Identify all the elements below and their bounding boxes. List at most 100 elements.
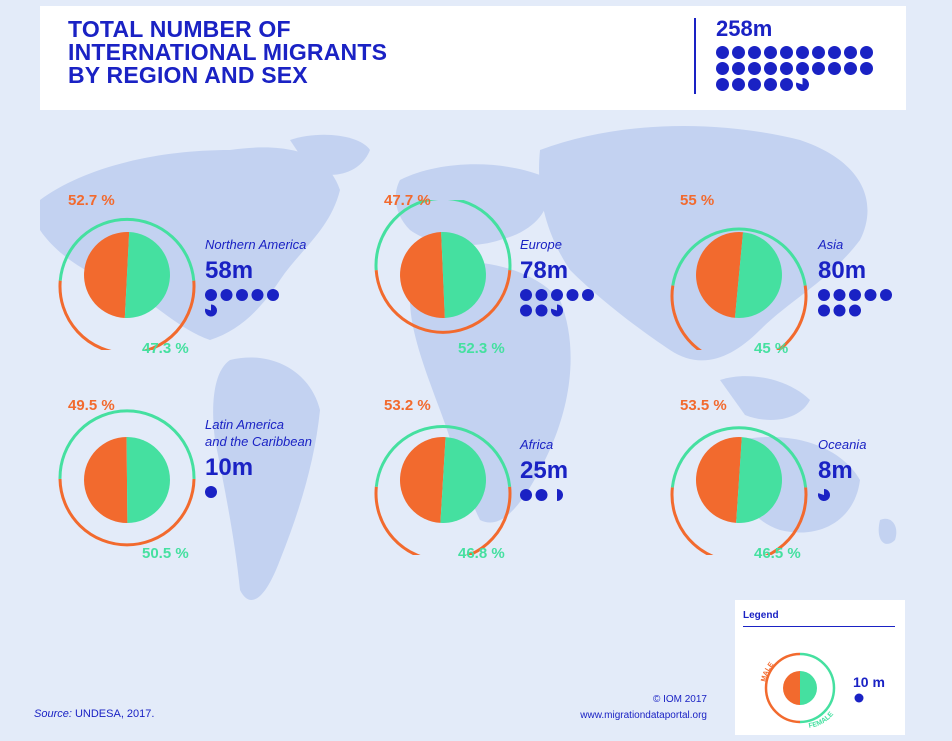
migrant-dot [535,489,548,501]
partial-migrant-dot [557,489,563,501]
male-share [696,232,744,318]
migrant-dot [748,78,761,91]
legend-donut: MALE FEMALE [760,652,835,730]
female-percentage: 46.5 % [754,545,801,562]
male-ring [374,486,512,555]
total-value: 258m [716,16,773,41]
migrant-dot [844,46,857,59]
migrant-dot [864,289,877,301]
migrant-dot [716,78,729,91]
migrant-dot [732,62,745,75]
migrant-dot [764,46,777,59]
region-dot-grid [818,289,892,317]
migrant-dot [828,62,841,75]
migrant-dot [780,62,793,75]
total-dot-grid [716,46,873,91]
female-ring [374,200,512,271]
region-donut [58,409,196,547]
region-name: Latin America and the Caribbean [205,417,312,449]
migrant-dot [205,486,217,498]
migrant-dot [796,46,809,59]
female-share [734,232,782,318]
migrant-dot [716,62,729,75]
female-share [441,232,486,318]
migrant-dot [732,46,745,59]
migrant-dot [520,489,532,501]
migrant-dot [732,78,745,91]
region-total: 80m [818,257,867,284]
region-total: 8m [818,457,853,484]
migrant-dot [849,304,861,317]
migrant-dot [860,46,873,59]
migrant-dot [520,304,532,317]
page-title: TOTAL NUMBER OF INTERNATIONAL MIGRANTS B… [68,16,388,88]
female-ring [670,426,808,488]
migrant-dot [205,289,217,301]
source-text: UNDESA, 2017. [71,708,155,720]
legend-divider [743,626,895,627]
female-share [736,437,782,523]
migrant-dot [764,78,777,91]
female-percentage: 46.8 % [458,545,505,562]
credit: © IOM 2017 www.migrationdataportal.org [545,692,707,724]
female-percentage: 52.3 % [458,340,505,357]
male-percentage: 53.5 % [680,397,727,414]
region-donut [670,426,808,555]
migrant-dot [812,46,825,59]
migrant-dot [566,289,579,301]
migrant-dot [551,289,563,301]
migrant-dot [520,289,532,301]
migrant-dot [236,289,248,301]
region-dot-grid [520,489,563,501]
region-name: Asia [818,237,844,252]
region-donut [58,217,196,350]
female-percentage: 50.5 % [142,545,189,562]
migrant-dot [780,46,793,59]
partial-migrant-dot [551,304,563,317]
migrant-dot [535,304,548,317]
female-ring [374,425,512,487]
male-percentage: 49.5 % [68,397,115,414]
region-name: Africa [520,437,554,452]
migrant-dot [764,62,777,75]
region-dot-grid [818,489,830,501]
female-ring [58,217,196,281]
male-share [400,437,446,523]
male-ring [374,270,512,334]
male-ring [670,487,808,555]
migrant-dot [716,46,729,59]
region-name: Europe [520,237,562,252]
migrant-dot [780,78,793,91]
migrant-dot [844,62,857,75]
female-share [126,437,170,523]
header-panel: TOTAL NUMBER OF INTERNATIONAL MIGRANTS B… [40,6,906,110]
female-percentage: 47.3 % [142,340,189,357]
male-share [84,232,130,318]
male-share [696,437,742,523]
migrant-dot [251,289,264,301]
female-ring [671,227,807,286]
female-share [124,232,170,318]
migrant-dot [833,289,846,301]
region-total: 78m [520,257,569,284]
header-divider [694,18,696,94]
region-name: Oceania [818,437,867,452]
region-donut [374,200,512,334]
migrant-dot [267,289,279,301]
migrant-dot [818,304,830,317]
male-ring [58,478,196,547]
website-link[interactable]: www.migrationdataportal.org [580,710,707,721]
migrant-dot [748,46,761,59]
male-percentage: 52.7 % [68,192,115,209]
region-total: 58m [205,257,254,284]
partial-migrant-dot [796,78,809,91]
male-percentage: 53.2 % [384,397,431,414]
male-ring [58,280,196,350]
region-total: 10m [205,454,254,481]
legend-male-label: MALE [760,661,775,683]
migrant-dot [748,62,761,75]
male-percentage: 55 % [680,192,715,209]
migrant-dot [828,46,841,59]
copyright: © IOM 2017 [652,694,707,705]
